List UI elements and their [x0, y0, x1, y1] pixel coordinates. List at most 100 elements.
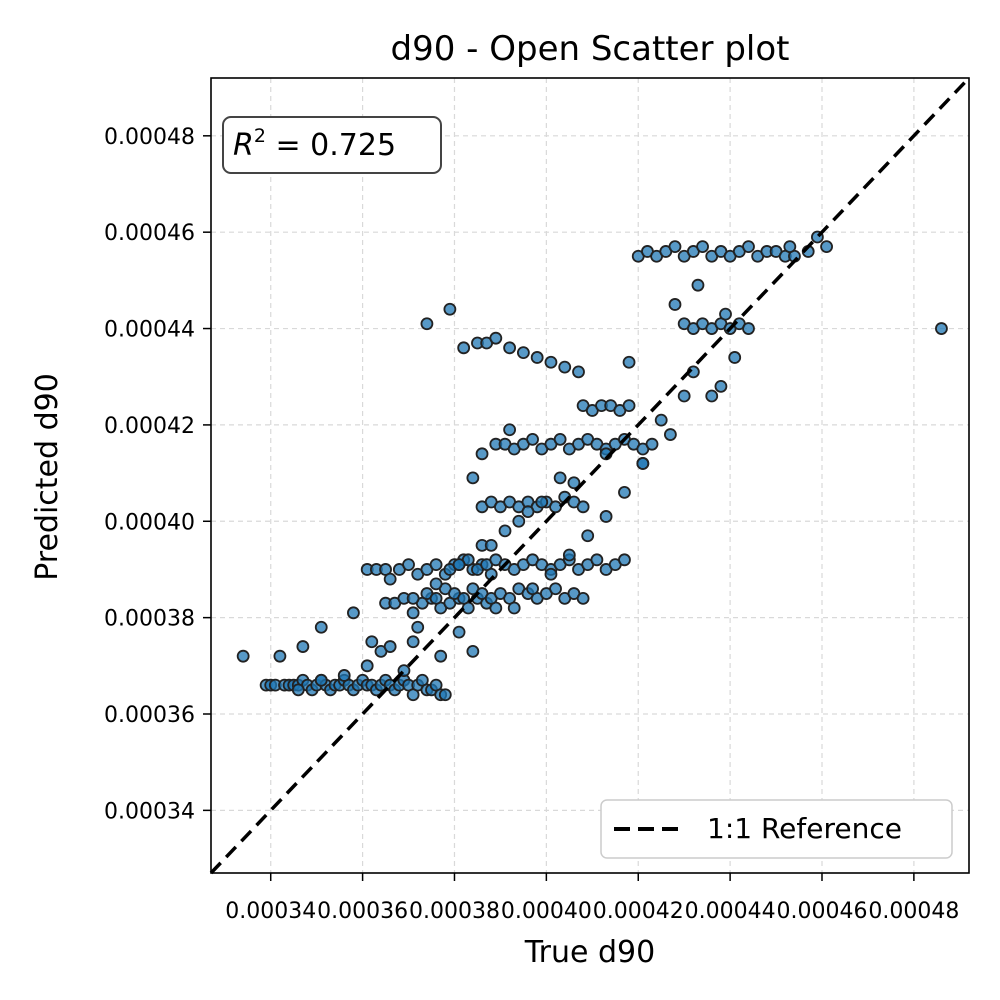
data-point	[466, 644, 480, 658]
data-point	[521, 505, 535, 519]
y-tick-label: 0.00036	[104, 703, 195, 728]
data-point	[452, 625, 466, 639]
y-tick-label: 0.00034	[104, 799, 195, 824]
data-point	[503, 423, 517, 437]
data-point	[663, 428, 677, 441]
data-point	[549, 500, 562, 514]
chart-title: d90 - Open Scatter plot	[391, 29, 790, 69]
data-point	[590, 553, 604, 567]
r2-superscript: 2	[254, 125, 266, 147]
legend-label: 1:1 Reference	[707, 812, 902, 845]
x-tick-label: 0.00036	[317, 899, 408, 924]
data-point	[742, 240, 755, 254]
y-axis-ticks: 0.00034 0.00036 0.00038 0.00040 0.00042 0.000…	[104, 125, 211, 824]
data-point	[383, 572, 397, 586]
data-point	[429, 558, 443, 572]
data-point	[452, 558, 466, 572]
y-tick-label: 0.00038	[104, 607, 195, 632]
legend: 1:1 Reference	[600, 799, 953, 859]
data-point	[581, 529, 595, 543]
reference-line-group	[209, 76, 971, 875]
data-point	[291, 683, 305, 697]
data-point	[553, 432, 567, 446]
data-point	[530, 351, 544, 364]
data-point	[719, 307, 732, 321]
data-point	[365, 635, 379, 649]
r2-annotation: R2 = 0.725	[222, 116, 442, 174]
x-tick-label: 0.00038	[409, 899, 500, 924]
data-point	[457, 341, 471, 355]
data-point	[383, 640, 397, 653]
data-point	[429, 591, 443, 605]
y-tick-label: 0.00044	[104, 318, 195, 343]
data-point	[347, 606, 360, 620]
data-point	[714, 379, 728, 393]
x-tick-label: 0.00042	[593, 899, 684, 924]
data-point	[576, 591, 590, 605]
r2-value: = 0.725	[266, 128, 396, 163]
data-point	[696, 240, 709, 254]
data-point	[402, 558, 415, 572]
data-point	[507, 601, 521, 615]
data-point	[691, 278, 705, 292]
data-point	[516, 346, 530, 360]
data-point	[544, 355, 558, 369]
x-tick-label: 0.00048	[868, 899, 959, 924]
data-point	[406, 635, 420, 649]
data-point	[498, 524, 512, 538]
r2-annotation-text: R2 = 0.725	[233, 125, 396, 163]
data-point	[553, 471, 567, 485]
data-point	[484, 538, 498, 552]
data-point	[429, 577, 443, 591]
data-point	[636, 457, 650, 470]
data-point	[599, 510, 613, 523]
data-point	[549, 582, 562, 596]
data-point	[434, 649, 448, 663]
data-point	[783, 240, 797, 254]
data-point	[526, 432, 539, 446]
data-point	[622, 399, 636, 413]
r2-annotation-box	[222, 116, 442, 174]
y-tick-label: 0.00046	[104, 221, 195, 246]
data-point	[576, 500, 590, 514]
data-point	[314, 620, 328, 634]
data-point	[337, 669, 351, 682]
data-point	[406, 591, 420, 605]
data-point	[618, 485, 631, 499]
data-point	[820, 240, 833, 254]
data-point	[562, 548, 576, 562]
data-point	[558, 360, 572, 374]
x-axis-label: True d90	[524, 935, 655, 970]
data-point	[645, 437, 659, 451]
y-tick-label: 0.00048	[104, 125, 195, 150]
data-point	[668, 298, 682, 311]
data-point	[314, 673, 328, 687]
data-point	[236, 649, 250, 663]
data-point	[296, 640, 310, 653]
data-point	[618, 553, 631, 567]
data-point	[457, 591, 471, 605]
data-point	[526, 582, 539, 596]
data-point	[742, 322, 755, 335]
data-point	[654, 413, 668, 427]
data-point	[668, 240, 682, 254]
data-point	[489, 331, 503, 345]
legend-box	[600, 799, 953, 859]
data-point	[535, 495, 549, 509]
y-axis-label: Predicted d90	[30, 373, 65, 581]
data-point	[512, 514, 526, 528]
r2-symbol: R	[233, 128, 254, 163]
data-point	[622, 355, 636, 369]
data-point	[406, 606, 420, 620]
data-point	[677, 389, 691, 403]
data-point	[273, 649, 287, 663]
data-point	[360, 659, 374, 673]
data-points	[236, 230, 948, 702]
data-point	[567, 476, 581, 490]
y-tick-label: 0.00040	[104, 510, 195, 535]
data-point	[420, 317, 434, 331]
x-axis-ticks: 0.00034 0.00036 0.00038 0.00040 0.00042 0.000…	[225, 873, 959, 924]
data-point	[935, 322, 948, 335]
data-point	[438, 688, 452, 702]
